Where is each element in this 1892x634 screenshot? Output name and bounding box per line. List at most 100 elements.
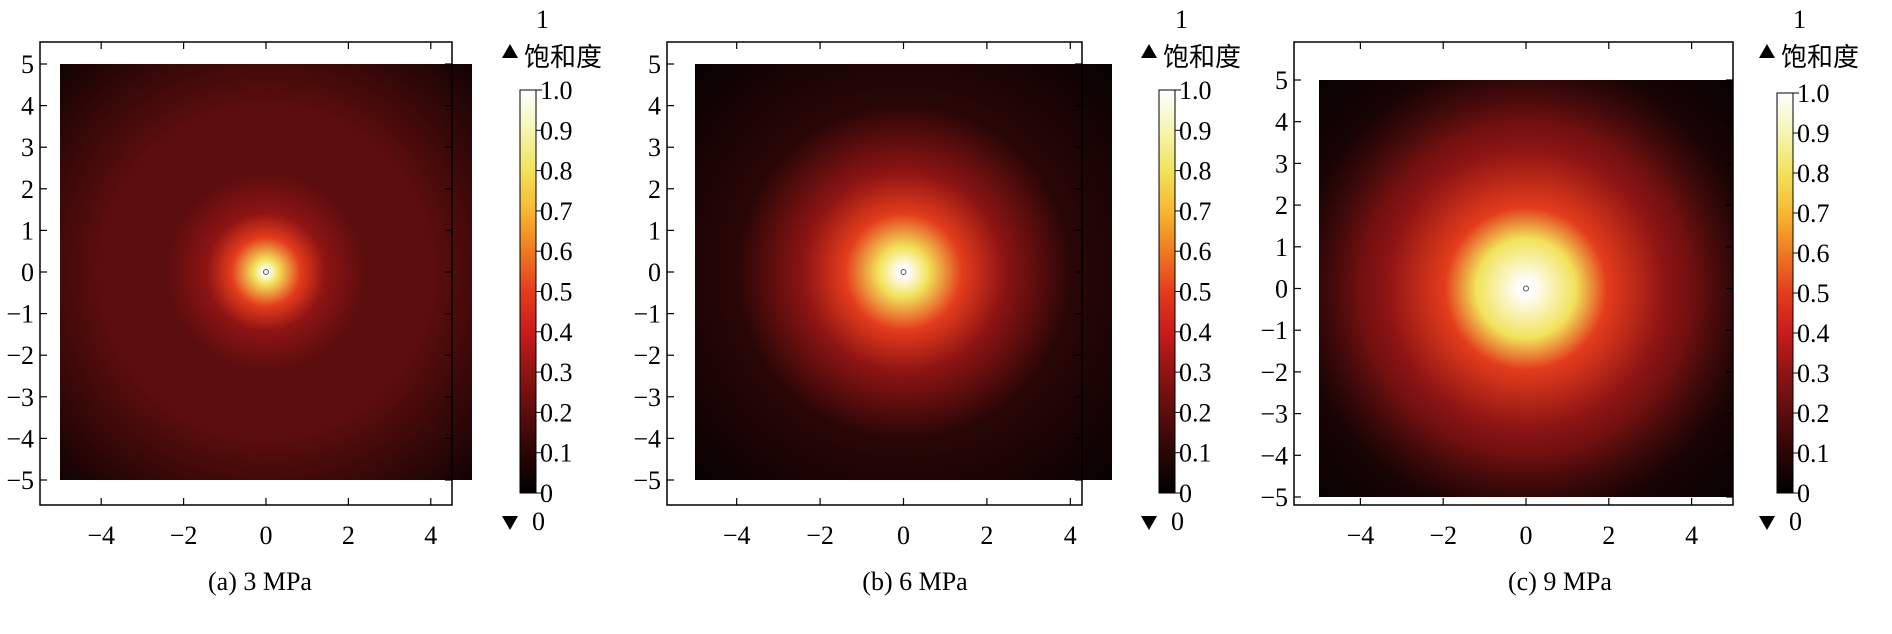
x-tick-label: 0 bbox=[260, 521, 273, 550]
y-tick-label: −4 bbox=[633, 424, 661, 453]
colorbar-tick-label: 0 bbox=[1179, 479, 1192, 508]
x-tick-label: −2 bbox=[1429, 521, 1457, 550]
x-tick-label: −4 bbox=[1347, 521, 1375, 550]
colorbar-tick-label: 0.9 bbox=[540, 116, 573, 145]
x-tick-label: −4 bbox=[87, 521, 115, 550]
triangle-up-icon bbox=[1759, 44, 1775, 58]
x-tick-label: −2 bbox=[170, 521, 198, 550]
y-tick-label: 5 bbox=[21, 50, 34, 79]
x-tick-label: 0 bbox=[1520, 521, 1533, 550]
y-tick-label: −1 bbox=[633, 300, 661, 329]
y-tick-label: 3 bbox=[1275, 149, 1288, 178]
axes-frame bbox=[666, 41, 1083, 506]
y-tick-label: −5 bbox=[6, 466, 34, 495]
colorbar-tick-label: 0.2 bbox=[1179, 398, 1212, 427]
colorbar-tick-label: 0.5 bbox=[1179, 278, 1212, 307]
y-tick-label: 5 bbox=[1275, 66, 1288, 95]
colorbar-tick-label: 0.2 bbox=[540, 398, 573, 427]
x-tick-label: 4 bbox=[1064, 521, 1077, 550]
y-tick-label: −3 bbox=[6, 383, 34, 412]
x-tick-label: −4 bbox=[723, 521, 751, 550]
colorbar-tick-label: 0.9 bbox=[1797, 119, 1830, 148]
y-tick-label: 4 bbox=[1275, 108, 1288, 137]
heatmap bbox=[695, 64, 1112, 480]
colorbar-tick-label: 0.6 bbox=[1179, 237, 1212, 266]
y-tick-label: 3 bbox=[648, 133, 661, 162]
boundary-shading bbox=[1319, 80, 1733, 497]
colorbar-tick-label: 0.1 bbox=[1797, 439, 1830, 468]
x-tick-label: 2 bbox=[1602, 521, 1615, 550]
colorbar bbox=[1158, 89, 1176, 494]
colorbar bbox=[1776, 92, 1794, 494]
y-tick-label: −4 bbox=[1260, 441, 1288, 470]
x-tick-label: −2 bbox=[806, 521, 834, 550]
colorbar-tick-label: 0.7 bbox=[540, 197, 573, 226]
axes-frame bbox=[1293, 41, 1734, 506]
colorbar-tick-label: 0.4 bbox=[1179, 318, 1212, 347]
colorbar-tick-label: 0.7 bbox=[1797, 199, 1830, 228]
y-tick-label: −3 bbox=[633, 383, 661, 412]
x-tick-label: 2 bbox=[342, 521, 355, 550]
y-tick-label: 1 bbox=[1275, 233, 1288, 262]
axes-frame bbox=[39, 41, 453, 506]
colorbar-tick-label: 0.8 bbox=[540, 157, 573, 186]
panel-caption: (b) 6 MPa bbox=[862, 567, 968, 596]
x-tick-label: 0 bbox=[897, 521, 910, 550]
colorbar-max-marker: 1 bbox=[1175, 5, 1188, 34]
triangle-down-icon bbox=[1759, 516, 1775, 530]
colorbar-tick-label: 0 bbox=[1797, 479, 1810, 508]
injection-point-marker bbox=[263, 269, 269, 275]
colorbar-tick-label: 0.6 bbox=[1797, 239, 1830, 268]
y-tick-label: −3 bbox=[1260, 400, 1288, 429]
colorbar-tick-label: 0.5 bbox=[1797, 279, 1830, 308]
x-tick-label: 4 bbox=[424, 521, 437, 550]
y-tick-label: −2 bbox=[633, 341, 661, 370]
y-tick-label: −5 bbox=[1260, 483, 1288, 512]
triangle-down-icon bbox=[502, 516, 518, 530]
colorbar-tick-label: 0.9 bbox=[1179, 116, 1212, 145]
colorbar-title: 饱和度 bbox=[524, 43, 602, 72]
y-tick-label: 0 bbox=[1275, 275, 1288, 304]
colorbar-tick-label: 0.1 bbox=[1179, 439, 1212, 468]
injection-point-marker bbox=[1523, 285, 1529, 292]
colorbar-tick-label: 0.4 bbox=[1797, 319, 1830, 348]
y-tick-label: 2 bbox=[1275, 191, 1288, 220]
colorbar-title: 饱和度 bbox=[1781, 43, 1859, 72]
y-tick-label: −1 bbox=[6, 300, 34, 329]
boundary-shading bbox=[60, 64, 472, 480]
y-tick-label: −5 bbox=[633, 466, 661, 495]
y-tick-label: 1 bbox=[21, 216, 34, 245]
chart-panel-1: −5 −4 −3 −2 −1 0 1 2 3 4 5 −4 −2 0 2 4 (a) 3 MPa 0 0.1 0.2 0… bbox=[6, 5, 602, 596]
triangle-down-icon bbox=[1141, 516, 1157, 530]
colorbar-max-marker: 1 bbox=[536, 5, 549, 34]
colorbar-title: 饱和度 bbox=[1163, 43, 1241, 72]
y-tick-label: 1 bbox=[648, 216, 661, 245]
y-tick-label: 4 bbox=[648, 92, 661, 121]
y-tick-label: −1 bbox=[1260, 316, 1288, 345]
triangle-up-icon bbox=[502, 44, 518, 58]
chart-panel-3: −5 −4 −3 −2 −1 0 1 2 3 4 5 −4 −2 0 2 4 (c) 9 MPa 0 0.1 0.2 0… bbox=[1260, 5, 1859, 596]
y-tick-label: 0 bbox=[648, 258, 661, 287]
colorbar-tick-label: 0.5 bbox=[540, 278, 573, 307]
y-tick-label: −2 bbox=[6, 341, 34, 370]
heatmap bbox=[1319, 80, 1733, 497]
injection-point-marker bbox=[900, 269, 907, 275]
heatmap bbox=[60, 64, 472, 480]
colorbar-tick-label: 0.1 bbox=[540, 439, 573, 468]
y-tick-label: 4 bbox=[21, 92, 34, 121]
triangle-up-icon bbox=[1141, 44, 1157, 58]
boundary-shading bbox=[695, 64, 1112, 480]
y-tick-label: 5 bbox=[648, 50, 661, 79]
colorbar bbox=[519, 89, 537, 494]
colorbar-tick-label: 1.0 bbox=[540, 76, 573, 105]
panel-caption: (c) 9 MPa bbox=[1508, 567, 1612, 596]
colorbar-tick-label: 0.3 bbox=[540, 358, 573, 387]
panel-caption: (a) 3 MPa bbox=[208, 567, 312, 596]
colorbar-tick-label: 1.0 bbox=[1179, 76, 1212, 105]
colorbar-tick-label: 0.6 bbox=[540, 237, 573, 266]
colorbar-tick-label: 1.0 bbox=[1797, 79, 1830, 108]
colorbar-max-marker: 1 bbox=[1793, 5, 1806, 34]
y-tick-label: 2 bbox=[648, 175, 661, 204]
